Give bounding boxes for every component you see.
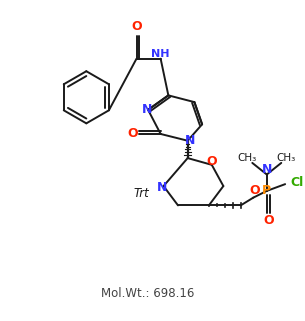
- Text: Mol.Wt.: 698.16: Mol.Wt.: 698.16: [101, 287, 195, 300]
- Text: CH₃: CH₃: [237, 153, 256, 163]
- Text: Cl: Cl: [290, 176, 303, 189]
- Text: NH: NH: [151, 49, 170, 59]
- Text: N: N: [157, 180, 168, 194]
- Text: O: O: [264, 214, 274, 227]
- Text: N: N: [262, 163, 272, 176]
- Text: P: P: [262, 184, 271, 197]
- Text: CH₃: CH₃: [276, 153, 296, 163]
- Text: O: O: [127, 127, 138, 141]
- Text: N: N: [142, 103, 152, 116]
- Text: Trt: Trt: [134, 187, 149, 200]
- Text: O: O: [131, 20, 142, 33]
- Text: N: N: [185, 134, 195, 147]
- Text: O: O: [249, 184, 260, 197]
- Text: O: O: [206, 155, 217, 169]
